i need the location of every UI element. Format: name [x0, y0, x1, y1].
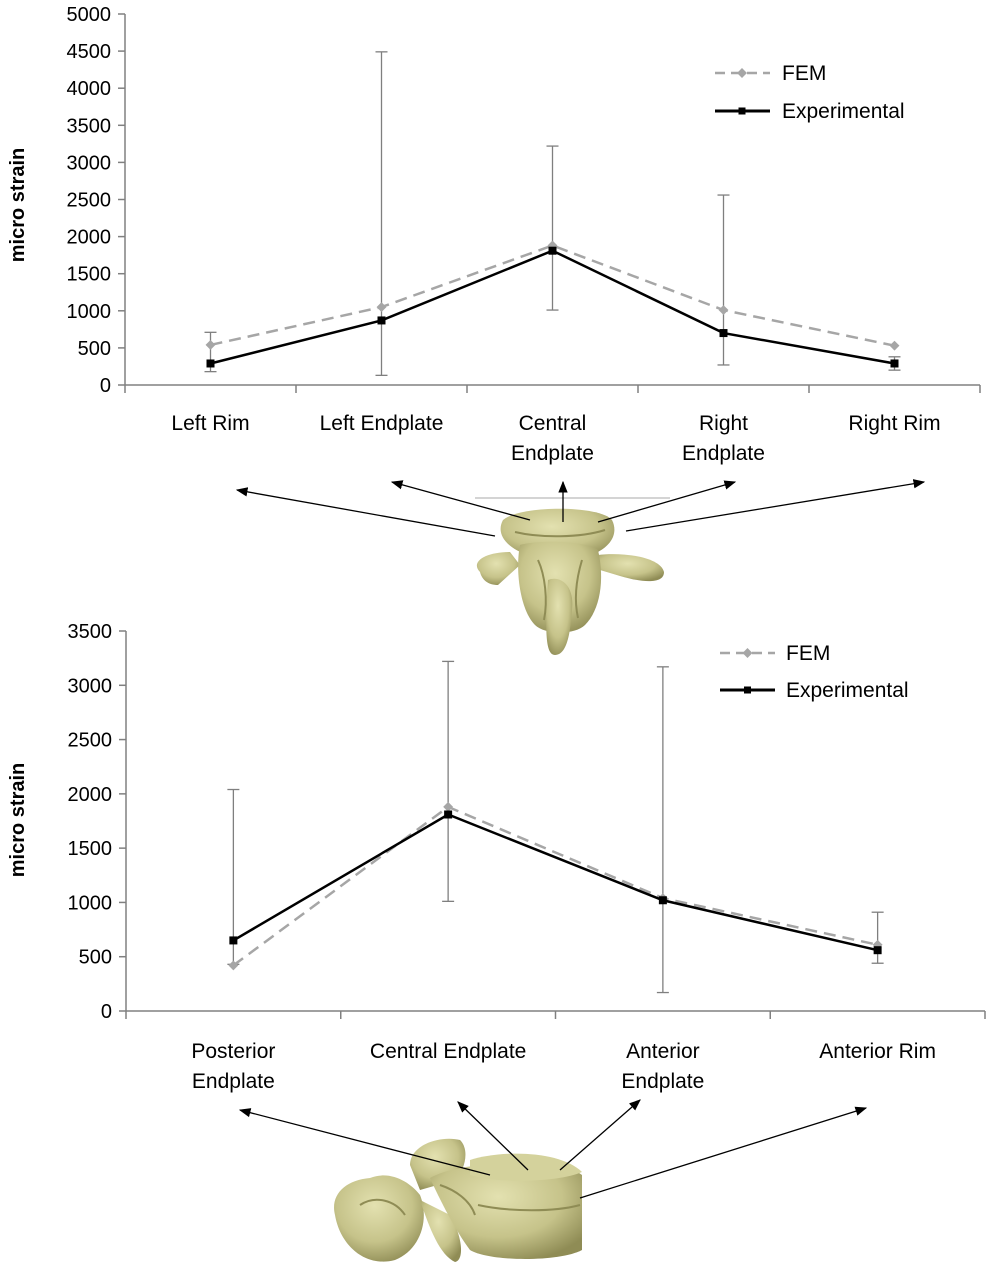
y-tick-label: 3000: [68, 675, 113, 697]
chart-bottom-legend: FEM Experimental: [720, 642, 909, 702]
y-tick-label: 4500: [67, 41, 112, 63]
y-tick-label: 2000: [67, 227, 112, 249]
chart-top-series: [205, 240, 900, 368]
y-tick-label: 0: [100, 375, 111, 397]
vertebra-top-view-image: [475, 497, 670, 655]
y-tick-label: 1000: [68, 892, 113, 914]
x-tick-label-line: Central: [519, 412, 587, 435]
vertebra-top-view-arrows: [235, 479, 926, 537]
series-line-fem: [232, 805, 878, 967]
vertebra-side-view-image: [334, 1138, 582, 1262]
arrow-left-rim: [235, 487, 496, 537]
y-tick-label: 3500: [68, 621, 113, 643]
y-tick-label: 5000: [67, 4, 112, 26]
legend-experimental-marker: [738, 107, 746, 115]
arrow-anterior-endplate: [559, 1099, 641, 1171]
chart-top-axes: [124, 14, 981, 393]
chart-top: micro strain 0 500 1000 1500 2000 2500 3000 350…: [7, 4, 981, 465]
arrow-left-endplate: [390, 480, 531, 521]
series-line-fem: [210, 244, 895, 347]
x-tick-label: Posterior Endplate: [191, 1040, 275, 1093]
arrow-right-endplate: [597, 480, 737, 523]
x-tick-label-line: Central Endplate: [370, 1040, 526, 1063]
chart-top-ylabel: micro strain: [7, 148, 29, 262]
x-tick-label-line: Endplate: [682, 442, 765, 465]
x-tick-label-line: Right Rim: [848, 412, 940, 435]
x-tick-label-line: Right: [699, 412, 748, 435]
data-point-fem: [443, 801, 454, 812]
chart-bottom-axes: [125, 631, 986, 1019]
data-point-experimental: [658, 896, 667, 905]
x-tick-label-line: Endplate: [511, 442, 594, 465]
data-point-fem: [718, 305, 729, 316]
y-tick-label: 1000: [67, 301, 112, 323]
legend-experimental-marker: [744, 686, 751, 694]
legend-fem-marker: [737, 68, 747, 78]
data-point-fem: [228, 960, 239, 971]
data-point-experimental: [229, 936, 238, 945]
data-point-experimental: [890, 359, 899, 368]
arrow-anterior-rim: [579, 1106, 868, 1199]
arrow-central-endplate-side: [457, 1101, 529, 1171]
x-tick-label: Left Endplate: [320, 412, 444, 435]
x-tick-label: Right Rim: [848, 412, 940, 435]
x-tick-label-line: Left Endplate: [320, 412, 444, 435]
x-tick-label: Central Endplate: [370, 1040, 526, 1063]
x-tick-label: Left Rim: [171, 412, 249, 435]
y-tick-label: 0: [101, 1001, 112, 1023]
data-point-experimental: [377, 316, 386, 325]
x-tick-label-line: Anterior: [626, 1040, 700, 1063]
y-tick-label: 3500: [67, 115, 112, 137]
legend-experimental-label: Experimental: [786, 679, 909, 702]
chart-bottom-series: [228, 801, 883, 971]
series-line-experimental: [232, 813, 878, 952]
x-tick-label-line: Posterior: [191, 1040, 275, 1063]
data-point-fem: [205, 339, 216, 350]
data-point-fem: [376, 302, 387, 313]
x-tick-label-line: Left Rim: [171, 412, 249, 435]
data-point-fem: [889, 340, 900, 351]
y-tick-label: 1500: [68, 838, 113, 860]
x-tick-label: Anterior Endplate: [621, 1040, 704, 1093]
x-tick-label: Right Endplate: [682, 412, 765, 465]
chart-bottom-errorbars: [227, 660, 884, 994]
data-point-experimental: [548, 246, 557, 255]
chart-bottom-yticks: 0 500 1000 1500 2000 2500 3000 3500: [68, 621, 126, 1023]
x-tick-label-line: Endplate: [621, 1070, 704, 1093]
y-tick-label: 1500: [67, 264, 112, 286]
y-tick-label: 500: [78, 338, 111, 360]
legend-experimental-label: Experimental: [782, 100, 905, 123]
data-point-experimental: [444, 810, 453, 819]
x-tick-label-line: Endplate: [192, 1070, 275, 1093]
y-tick-label: 2500: [67, 190, 112, 212]
y-tick-label: 3000: [67, 152, 112, 174]
x-tick-label-line: Anterior Rim: [819, 1040, 936, 1063]
data-point-experimental: [719, 329, 728, 338]
x-tick-label: Anterior Rim: [819, 1040, 936, 1063]
vertebra-side-view-arrows: [238, 1099, 868, 1199]
data-point-experimental: [873, 946, 882, 955]
y-tick-label: 2000: [68, 784, 113, 806]
y-tick-label: 4000: [67, 78, 112, 100]
chart-bottom-ylabel: micro strain: [7, 763, 29, 877]
chart-top-legend: FEM Experimental: [715, 62, 905, 123]
arrow-right-rim: [625, 479, 926, 532]
legend-fem-label: FEM: [786, 642, 830, 665]
arrow-posterior-endplate: [238, 1108, 491, 1176]
y-tick-label: 500: [79, 947, 112, 969]
chart-top-yticks: 0 500 1000 1500 2000 2500 3000 3500 4000 4500 5000: [67, 4, 125, 397]
x-tick-label: Central Endplate: [511, 412, 594, 465]
data-point-experimental: [206, 359, 215, 368]
chart-bottom-xlabels: Posterior Endplate Central Endplate Anterio…: [191, 1040, 936, 1093]
legend-fem-label: FEM: [782, 62, 826, 85]
legend-fem-marker: [742, 648, 753, 658]
chart-top-xlabels: Left Rim Left Endplate Central EndplateRigh…: [171, 412, 940, 465]
chart-bottom: micro strain 0 500 1000 1500 2000 2500 3000 350…: [7, 621, 986, 1093]
y-tick-label: 2500: [68, 730, 113, 752]
